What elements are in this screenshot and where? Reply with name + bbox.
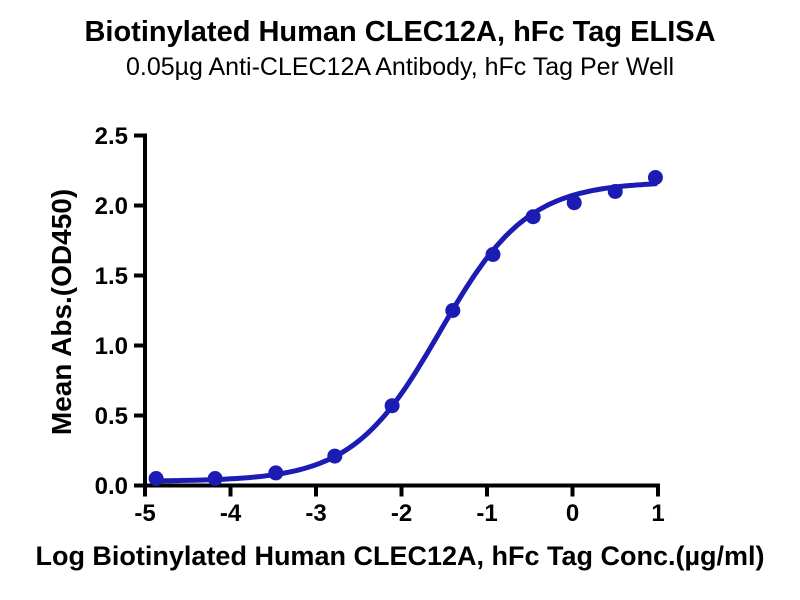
data-point <box>327 448 343 464</box>
data-point <box>647 170 663 185</box>
x-tick-label: -5 <box>134 500 155 527</box>
data-point <box>485 247 501 262</box>
axis-lines <box>143 133 660 488</box>
y-tick-label: 2.0 <box>95 193 128 220</box>
y-tick-label: 1.5 <box>95 263 128 290</box>
x-tick-label: -3 <box>305 500 326 527</box>
y-tick-label: 0.0 <box>95 473 128 500</box>
y-tick-label: 2.5 <box>95 123 128 150</box>
y-tick-label: 0.5 <box>95 403 128 430</box>
x-tick-label: -4 <box>220 500 242 527</box>
chart-subtitle: 0.05µg Anti-CLEC12A Antibody, hFc Tag Pe… <box>125 53 675 81</box>
x-tick-label: -1 <box>476 500 497 527</box>
data-point <box>445 303 461 318</box>
y-tick-label: 1.0 <box>95 333 128 360</box>
data-point <box>525 209 541 225</box>
x-tick-label: -2 <box>391 500 412 527</box>
chart-title: Biotinylated Human CLEC12A, hFc Tag ELIS… <box>84 16 716 48</box>
data-point <box>268 465 284 481</box>
x-tick-label: 0 <box>566 500 579 527</box>
data-point <box>566 195 582 211</box>
data-point <box>148 471 164 486</box>
data-point <box>207 471 223 486</box>
data-point <box>384 398 400 414</box>
fit-curve <box>153 181 658 484</box>
x-tick-label: 1 <box>651 500 664 527</box>
data-point <box>607 184 623 199</box>
x-axis-title: Log Biotinylated Human CLEC12A, hFc Tag … <box>35 541 765 571</box>
